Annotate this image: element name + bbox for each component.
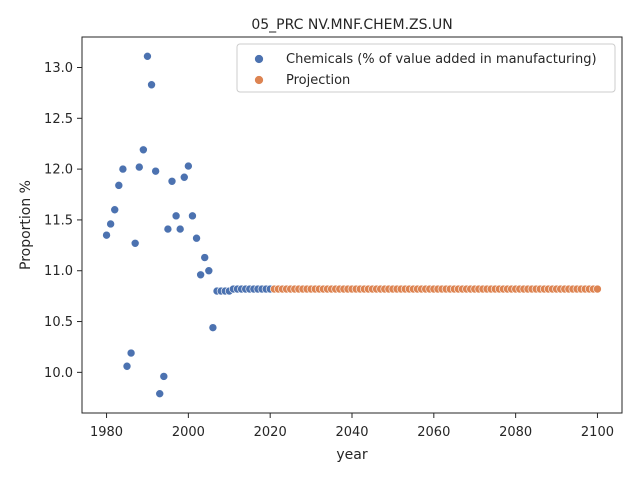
legend-label-projection: Projection <box>286 73 350 88</box>
y-tick-label: 13.0 <box>44 61 73 76</box>
x-tick-label: 2100 <box>581 425 614 440</box>
data-point-chemicals <box>204 266 214 276</box>
data-point-chemicals <box>134 162 144 172</box>
y-tick-label: 12.5 <box>44 112 73 127</box>
data-point-chemicals <box>179 172 189 182</box>
data-point-chemicals <box>200 253 210 262</box>
data-point-chemicals <box>143 52 152 61</box>
data-point-chemicals <box>139 145 148 155</box>
data-point-chemicals <box>147 80 156 90</box>
data-point-chemicals <box>126 348 136 358</box>
legend-frame <box>236 43 616 93</box>
data-point-chemicals <box>167 177 177 186</box>
plot-frame <box>81 36 623 414</box>
y-tick-label: 11.5 <box>44 213 73 228</box>
legend: Chemicals (% of value added in manufactu… <box>236 43 616 93</box>
x-tick-label: 2020 <box>254 425 287 440</box>
y-axis: 10.0 10.5 11.0 11.5 12.0 12.5 13.0 <box>44 61 82 381</box>
data-point-chemicals <box>188 211 197 221</box>
data-point-chemicals <box>208 323 218 332</box>
x-tick-label: 2060 <box>417 425 450 440</box>
data-point-chemicals <box>114 181 124 190</box>
data-point-projection <box>593 284 602 294</box>
y-tick-label: 12.0 <box>44 163 73 178</box>
data-point-chemicals <box>159 372 169 381</box>
legend-marker-chemicals <box>254 54 264 64</box>
data-point-chemicals <box>151 166 160 176</box>
data-point-chemicals <box>163 224 173 234</box>
data-point-chemicals <box>110 205 120 215</box>
y-tick-label: 11.0 <box>44 264 73 279</box>
data-point-chemicals <box>155 389 165 398</box>
x-tick-label: 2040 <box>335 425 368 440</box>
data-point-chemicals <box>192 233 201 243</box>
data-point-chemicals <box>196 270 205 280</box>
data-point-chemicals <box>102 230 111 240</box>
plot-points <box>102 52 602 398</box>
x-tick-label: 2000 <box>172 425 205 440</box>
data-point-chemicals <box>106 219 115 229</box>
legend-marker-projection <box>254 75 264 85</box>
data-point-chemicals <box>184 161 193 171</box>
x-axis-label: year <box>336 447 367 463</box>
data-point-chemicals <box>130 238 140 248</box>
data-point-chemicals <box>122 361 132 371</box>
data-point-chemicals <box>171 211 181 221</box>
y-axis-label: Proportion % <box>18 180 34 270</box>
y-tick-label: 10.0 <box>44 366 73 381</box>
chart-title: 05_PRC NV.MNF.CHEM.ZS.UN <box>251 17 452 33</box>
data-point-chemicals <box>175 224 185 234</box>
x-axis: 1980 2000 2020 2040 2060 2080 2100 <box>90 413 614 440</box>
x-tick-label: 1980 <box>90 425 123 440</box>
x-tick-label: 2080 <box>499 425 532 440</box>
y-tick-label: 10.5 <box>44 315 73 330</box>
legend-label-chemicals: Chemicals (% of value added in manufactu… <box>286 52 597 67</box>
data-point-chemicals <box>118 164 128 174</box>
